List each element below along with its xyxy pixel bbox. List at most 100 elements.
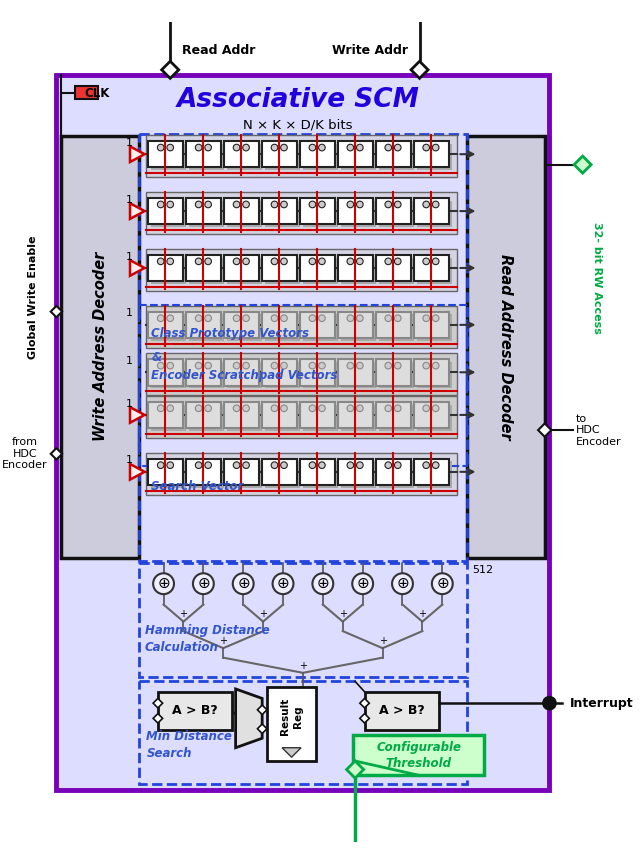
Bar: [262, 359, 297, 385]
Bar: [158, 692, 232, 730]
Text: $\oplus$: $\oplus$: [196, 576, 210, 591]
Bar: [151, 257, 186, 284]
Circle shape: [394, 201, 401, 207]
Circle shape: [356, 258, 363, 264]
Circle shape: [157, 201, 164, 207]
Bar: [303, 404, 338, 431]
Text: 1: 1: [126, 455, 133, 466]
Bar: [186, 459, 221, 485]
Bar: [338, 312, 373, 338]
Circle shape: [385, 462, 392, 468]
Circle shape: [167, 258, 173, 264]
Polygon shape: [236, 689, 262, 747]
Bar: [186, 402, 221, 429]
Bar: [379, 314, 414, 341]
Circle shape: [356, 462, 363, 468]
Bar: [262, 312, 297, 338]
Circle shape: [243, 405, 250, 411]
Bar: [300, 312, 335, 338]
Circle shape: [433, 462, 439, 468]
Circle shape: [394, 314, 401, 321]
Circle shape: [309, 144, 316, 151]
Bar: [262, 141, 297, 168]
Circle shape: [385, 314, 392, 321]
Text: 32- bit RW Access: 32- bit RW Access: [592, 222, 602, 334]
Circle shape: [433, 144, 439, 151]
Bar: [148, 198, 184, 225]
Bar: [265, 461, 300, 488]
Text: Hamming Distance
Calculation: Hamming Distance Calculation: [145, 624, 269, 654]
Bar: [139, 134, 467, 561]
Circle shape: [423, 144, 429, 151]
Bar: [379, 200, 414, 227]
Bar: [148, 312, 184, 338]
Bar: [139, 562, 467, 677]
Circle shape: [423, 405, 429, 411]
Bar: [365, 692, 438, 730]
Text: Global Write Enable: Global Write Enable: [28, 236, 38, 359]
Bar: [300, 198, 335, 225]
Text: +: +: [179, 609, 188, 619]
Circle shape: [394, 258, 401, 264]
Circle shape: [433, 405, 439, 411]
Circle shape: [243, 314, 250, 321]
Bar: [417, 404, 452, 431]
Circle shape: [233, 201, 240, 207]
Circle shape: [157, 462, 164, 468]
Circle shape: [319, 314, 325, 321]
Text: +: +: [419, 609, 426, 619]
Text: Result
Reg: Result Reg: [280, 698, 303, 735]
Bar: [303, 143, 338, 170]
Text: A > B?: A > B?: [379, 704, 424, 717]
Bar: [341, 143, 376, 170]
Polygon shape: [538, 423, 551, 436]
Circle shape: [205, 144, 211, 151]
Bar: [341, 257, 376, 284]
Circle shape: [309, 314, 316, 321]
Bar: [376, 459, 411, 485]
Bar: [147, 306, 458, 347]
Bar: [338, 359, 373, 385]
Text: Search Vector: Search Vector: [151, 480, 244, 493]
Bar: [379, 362, 414, 389]
Bar: [379, 257, 414, 284]
Bar: [417, 362, 452, 389]
Text: Read Address Decoder: Read Address Decoder: [499, 254, 513, 440]
Circle shape: [347, 405, 354, 411]
Circle shape: [195, 362, 202, 369]
Bar: [151, 200, 186, 227]
Bar: [338, 255, 373, 282]
Circle shape: [319, 144, 325, 151]
Bar: [376, 141, 411, 168]
Circle shape: [394, 462, 401, 468]
Circle shape: [543, 696, 556, 710]
Bar: [414, 359, 449, 385]
Circle shape: [233, 144, 240, 151]
Circle shape: [243, 144, 250, 151]
Text: $\oplus$: $\oplus$: [276, 576, 290, 591]
Circle shape: [193, 574, 214, 594]
Circle shape: [281, 405, 287, 411]
Text: +: +: [339, 609, 347, 619]
Text: N × K × D/K bits: N × K × D/K bits: [243, 118, 353, 131]
Bar: [417, 143, 452, 170]
Circle shape: [319, 462, 325, 468]
Bar: [376, 198, 411, 225]
Bar: [300, 402, 335, 429]
Bar: [300, 359, 335, 385]
Text: 1: 1: [126, 308, 133, 319]
Bar: [265, 257, 300, 284]
Text: A > B?: A > B?: [172, 704, 218, 717]
Circle shape: [281, 201, 287, 207]
Bar: [414, 141, 449, 168]
Bar: [300, 141, 335, 168]
Bar: [262, 459, 297, 485]
Circle shape: [347, 362, 354, 369]
Polygon shape: [51, 448, 62, 460]
Polygon shape: [360, 698, 369, 708]
Circle shape: [205, 258, 211, 264]
Bar: [151, 404, 186, 431]
Circle shape: [319, 258, 325, 264]
Text: $\oplus$: $\oplus$: [157, 576, 170, 591]
Circle shape: [423, 258, 429, 264]
